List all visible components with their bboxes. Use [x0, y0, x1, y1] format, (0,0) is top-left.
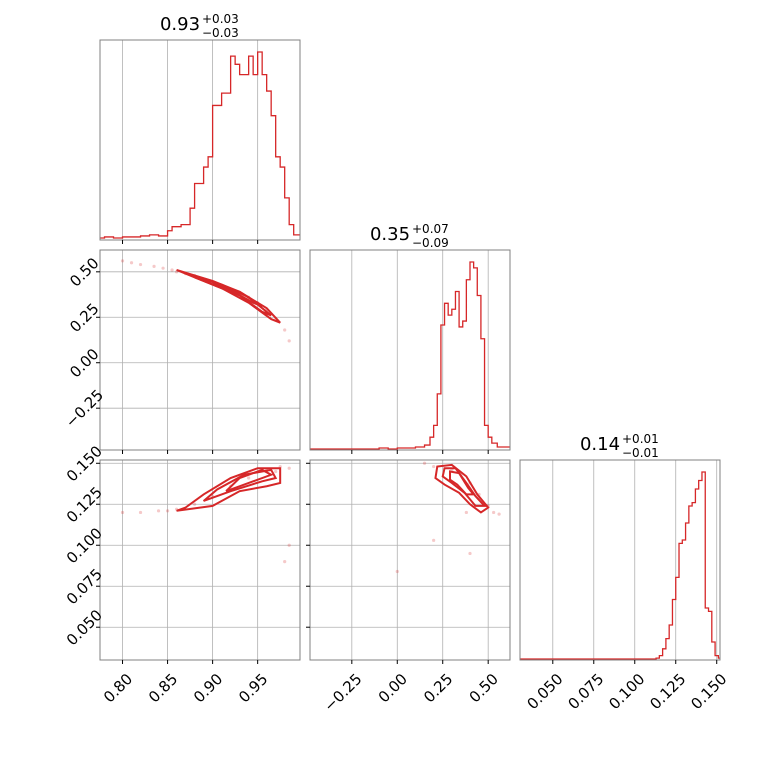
scatter-point: [120, 259, 125, 263]
panel-frame: [309, 459, 511, 661]
contour-level-1: [176, 269, 281, 324]
x-tick-label: 0.85: [145, 670, 181, 706]
param-title-lower-3: −0.01: [622, 446, 659, 460]
scatter-point: [156, 509, 161, 513]
scatter-point: [492, 510, 496, 515]
scatter-point: [283, 560, 287, 564]
y-tick-label: 0.50: [66, 254, 102, 290]
x-tick-label: 0.90: [190, 670, 226, 706]
x-tick-label: 0.50: [466, 670, 502, 706]
y-tick-label: 0.00: [66, 345, 102, 381]
x-tick-label: 0.80: [100, 670, 136, 706]
panel-frame: [519, 459, 721, 661]
panel-frame: [99, 249, 301, 451]
contour-level-1: [176, 467, 282, 512]
x-tick-label: 0.00: [375, 670, 411, 706]
scatter-point: [152, 264, 156, 268]
scatter-point: [432, 464, 436, 469]
scatter-point: [395, 569, 399, 574]
histogram-3: [520, 471, 720, 660]
scatter-point: [170, 268, 174, 272]
param-title-lower-1: −0.03: [202, 26, 239, 40]
histogram-1: [100, 51, 300, 239]
scatter-point: [274, 469, 278, 474]
contour-level-3: [212, 281, 263, 308]
x-tick-label: −0.25: [320, 670, 365, 715]
scatter-point: [165, 509, 170, 513]
scatter-point: [161, 266, 165, 270]
scatter-point: [120, 510, 125, 515]
x-tick-label: 0.95: [235, 670, 271, 706]
contour-level-3: [225, 468, 274, 493]
param-title-upper-2: +0.07: [412, 222, 449, 236]
scatter-point: [192, 502, 197, 506]
panel-frame: [99, 39, 301, 241]
contour-level-1: [434, 463, 490, 514]
contour-level-2: [194, 276, 272, 317]
contour-level-2: [202, 468, 278, 502]
scatter-point: [432, 538, 436, 542]
x-tick-label: 0.150: [687, 670, 730, 713]
x-tick-label: 0.25: [420, 670, 456, 706]
param-title-2: 0.35: [370, 224, 410, 245]
param-title-upper-3: +0.01: [622, 432, 659, 446]
scatter-point: [497, 512, 501, 516]
histogram-2: [310, 261, 510, 450]
frame-layer: [96, 39, 721, 664]
x-tick-label: 0.050: [523, 670, 566, 713]
x-tick-label: 0.075: [564, 670, 607, 713]
scatter-point: [283, 328, 287, 332]
x-tick-label: 0.125: [646, 670, 689, 713]
scatter-point: [287, 543, 291, 547]
panel-frame: [309, 249, 511, 451]
scatter-point: [129, 261, 134, 265]
scatter-point: [138, 510, 143, 515]
scatter-point: [247, 476, 251, 480]
x-tick-label: 0.100: [605, 670, 648, 713]
scatter-point: [464, 510, 468, 515]
panel-frame: [99, 459, 301, 661]
grid-layer: [100, 40, 718, 660]
param-title-lower-2: −0.09: [412, 236, 449, 250]
param-title-3: 0.14: [580, 434, 620, 455]
text-layer: 0.93 +0.03−0.030.35 +0.07−0.090.14 +0.01−0.…: [62, 12, 731, 715]
data-layer: [100, 51, 720, 660]
y-tick-label: 0.25: [66, 300, 102, 336]
scatter-point: [422, 461, 427, 465]
scatter-point: [138, 262, 143, 267]
scatter-point: [287, 466, 291, 470]
contour-level-3: [449, 470, 476, 496]
scatter-point: [468, 551, 472, 556]
param-title-upper-1: +0.03: [202, 12, 239, 26]
scatter-point: [287, 339, 291, 343]
param-title-1: 0.93: [160, 14, 200, 35]
contour-level-2: [441, 467, 487, 507]
